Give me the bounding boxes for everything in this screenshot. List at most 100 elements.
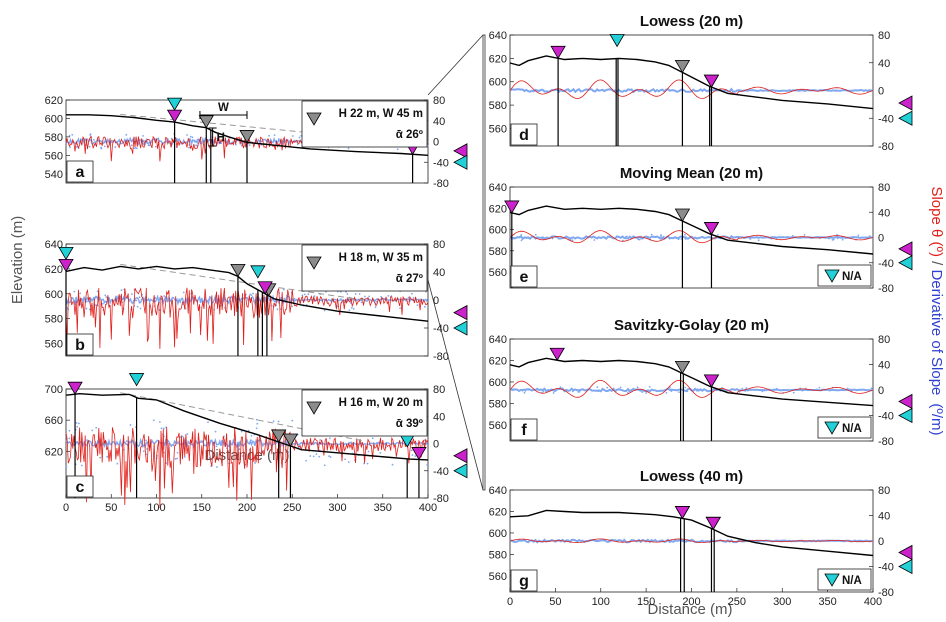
- derivative-point: [195, 144, 197, 147]
- panel-a-label: a: [76, 164, 85, 181]
- derivative-point: [241, 455, 244, 457]
- derivative-point: [551, 237, 554, 240]
- derivative-point: [250, 294, 253, 297]
- panel-g-label-box: [510, 569, 538, 592]
- derivative-point: [645, 392, 648, 394]
- x-tick-label: 400: [864, 596, 882, 608]
- y-right-tick-label: -40: [433, 323, 449, 335]
- derivative-point: [559, 386, 562, 389]
- legend-gray-marker: [306, 112, 322, 126]
- elevation-series: [65, 265, 429, 322]
- derivative-point: [95, 426, 98, 429]
- derivative-point: [717, 233, 719, 236]
- derivative-point: [181, 435, 184, 438]
- derivative-point: [669, 386, 671, 389]
- derivative-point: [391, 463, 394, 466]
- derivative-point: [134, 147, 137, 149]
- derivative-point: [414, 455, 417, 457]
- derivative-point: [188, 146, 190, 149]
- derivative-point: [129, 138, 132, 141]
- panel-c: 620 660 700 -80 -40 0 40 80 0 50 100 150 200 250 300 35…: [45, 373, 468, 514]
- derivative-point: [157, 137, 160, 140]
- derivative-point: [696, 388, 699, 391]
- derivative-point: [303, 293, 306, 296]
- derivative-point: [857, 234, 860, 237]
- y-right-tick-label: -80: [433, 178, 449, 190]
- derivative-point: [291, 419, 294, 422]
- magenta-marker: [550, 45, 566, 60]
- derivative-point: [831, 238, 834, 241]
- y-left-tick-label: 620: [45, 264, 63, 276]
- derivative-point: [86, 300, 88, 303]
- legend-mean-slope: ᾱ 27º: [396, 273, 423, 285]
- derivative-point: [686, 390, 689, 393]
- derivative-point: [174, 457, 177, 460]
- derivative-point: [240, 430, 243, 433]
- magenta-marker: [703, 222, 720, 236]
- derivative-point: [665, 391, 668, 394]
- derivative-point: [68, 429, 71, 432]
- y-right-tick-label: 40: [878, 58, 890, 70]
- y-right-tick-label: 0: [433, 295, 439, 307]
- derivative-point: [641, 391, 644, 393]
- panel-f-title: Savitzky-Golay (20 m): [614, 317, 769, 334]
- derivative-point: [358, 293, 361, 295]
- x-tick-label: 200: [682, 596, 700, 608]
- panel-b: 560 580 600 620 640 -80 -40 0 40 80 b H 18 m, W 35 …: [45, 239, 468, 363]
- side-cyan-marker: [898, 558, 913, 575]
- y-left-tick-label: 560: [489, 267, 507, 279]
- x-tick-label: 300: [773, 596, 791, 608]
- y-left-tick-label: 560: [489, 420, 507, 432]
- derivative-point: [250, 439, 252, 442]
- x-tick-label: 250: [283, 502, 301, 514]
- derivative-point: [763, 388, 766, 391]
- derivative-point: [111, 139, 113, 142]
- cyan-marker: [128, 373, 145, 387]
- x-tick-label: 50: [105, 502, 117, 514]
- derivative-point: [103, 145, 106, 148]
- y-right-tick-label: 80: [878, 334, 890, 346]
- derivative-point: [638, 238, 641, 241]
- derivative-point: [412, 297, 415, 299]
- derivative-point: [546, 236, 549, 239]
- derivative-point: [296, 143, 299, 146]
- derivative-point: [572, 236, 575, 239]
- legend-gray-marker: [306, 256, 322, 270]
- derivative-point: [328, 455, 330, 458]
- derivative-point: [215, 445, 218, 448]
- panel-d-label-box: [510, 123, 538, 146]
- x-tick-label: 100: [147, 502, 165, 514]
- slope-series: [509, 379, 874, 398]
- derivative-point: [216, 466, 218, 468]
- derivative-point: [152, 419, 155, 422]
- panel-d: Lowess (20 m) 560 580 600 620 640 -80 -40 0 40 80 d: [489, 13, 913, 153]
- y-right-tick-label: -40: [433, 157, 449, 169]
- derivative-point: [238, 441, 240, 444]
- derivative-point: [867, 236, 870, 239]
- width-label: W: [218, 102, 229, 114]
- derivative-point: [367, 450, 370, 453]
- y-right-tick-label: 0: [878, 536, 884, 548]
- y-right-tick-label: 80: [433, 239, 445, 251]
- y-right-tick-label: 80: [433, 384, 445, 396]
- derivative-point: [114, 146, 117, 148]
- derivative-point: [191, 136, 194, 139]
- derivative-point: [250, 435, 253, 437]
- y-left-tick-label: 640: [489, 485, 507, 497]
- x-tick-label: 350: [374, 502, 392, 514]
- y-right-axis-label: Slope θ (º) / Derivative of Slope (º/m): [928, 186, 945, 435]
- y-right-tick-label: -40: [433, 466, 449, 478]
- derivative-point: [96, 290, 99, 293]
- derivative-point: [571, 239, 574, 242]
- panel-e-label-box: [510, 265, 538, 288]
- panel-f: Savitzky-Golay (20 m) 560 580 600 620 640 -80 -…: [489, 317, 913, 448]
- magenta-marker: [504, 200, 520, 214]
- x-axis-label-right: Distance (m): [647, 601, 732, 618]
- y-left-tick-label: 600: [489, 528, 507, 540]
- side-magenta-marker: [898, 544, 913, 561]
- derivative-point: [761, 390, 764, 393]
- panel-b-label: b: [75, 337, 85, 354]
- derivative-point: [596, 386, 599, 389]
- derivative-point: [360, 301, 363, 304]
